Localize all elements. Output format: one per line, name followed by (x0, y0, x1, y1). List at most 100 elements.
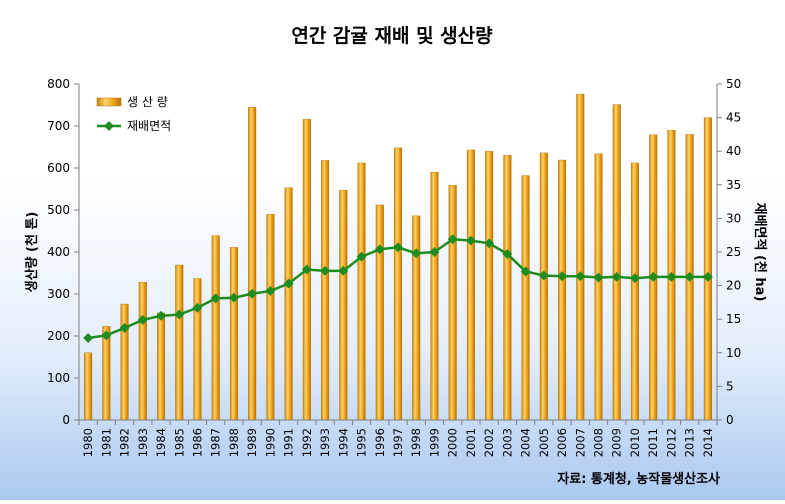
x-tick-label-2007: 2007 (573, 428, 587, 457)
y-left-tick-label: 600 (47, 161, 70, 175)
bar-1981 (102, 326, 111, 421)
bar-2001 (466, 149, 475, 421)
y-right-tick-label: 5 (726, 379, 734, 393)
legend-bar-swatch (96, 97, 122, 107)
bar-1983 (138, 282, 147, 421)
line-point-2011 (648, 271, 659, 282)
bar-1987 (211, 235, 220, 421)
x-tick-label-1999: 1999 (427, 428, 441, 457)
bar-2010 (630, 162, 639, 421)
bar-1991 (284, 187, 293, 421)
source-note: 자료: 통계청, 농작물생산조사 (557, 471, 720, 487)
x-tick-label-1985: 1985 (172, 428, 186, 457)
y-right-tick-label: 15 (726, 312, 741, 326)
line-point-2005 (538, 270, 549, 281)
bar-2009 (612, 104, 621, 421)
line-point-2014 (702, 271, 713, 282)
y-right-tick-label: 40 (726, 144, 741, 158)
x-tick-label-1987: 1987 (209, 428, 223, 457)
x-tick-label-2001: 2001 (464, 428, 478, 457)
x-tick-label-1990: 1990 (263, 428, 277, 457)
bar-2005 (539, 152, 548, 421)
chart-title: 연간 감귤 재배 및 생산량 (291, 25, 493, 47)
x-tick-label-1989: 1989 (245, 428, 259, 457)
x-tick-label-1983: 1983 (136, 428, 150, 457)
bar-1998 (412, 215, 421, 421)
bar-1984 (157, 312, 166, 421)
line-point-2001 (465, 235, 476, 246)
bar-1994 (339, 190, 348, 421)
x-tick-label-1980: 1980 (81, 428, 95, 457)
x-tick-label-1986: 1986 (190, 428, 204, 457)
x-tick-label-2003: 2003 (500, 428, 514, 457)
x-tick-label-2000: 2000 (446, 428, 460, 457)
legend-line-marker (104, 121, 114, 131)
y-left-tick-label: 800 (47, 77, 70, 91)
line-point-2008 (593, 272, 604, 283)
x-tick-label-2010: 2010 (628, 428, 642, 457)
bar-2008 (594, 153, 603, 421)
x-tick-label-1996: 1996 (373, 428, 387, 457)
y-left-tick-label: 400 (47, 245, 70, 259)
y-right-tick-label: 30 (726, 211, 741, 225)
line-point-1992 (301, 264, 312, 275)
y-right-tick-label: 20 (726, 279, 741, 293)
line-point-1994 (338, 265, 349, 276)
y-right-tick-label: 25 (726, 245, 741, 259)
line-point-1991 (283, 278, 294, 289)
legend-line-label: 재배면적 (127, 119, 171, 133)
bar-1996 (375, 204, 384, 421)
x-tick-label-2002: 2002 (482, 428, 496, 457)
bar-2014 (703, 117, 712, 421)
x-tick-label-2012: 2012 (664, 428, 678, 457)
x-tick-label-1994: 1994 (336, 428, 350, 457)
y-left-tick-label: 0 (62, 413, 70, 427)
x-tick-label-2008: 2008 (592, 428, 606, 457)
y-right-tick-label: 0 (726, 413, 734, 427)
x-tick-label-1982: 1982 (118, 428, 132, 457)
x-tick-label-1995: 1995 (355, 428, 369, 457)
line-point-2004 (520, 266, 531, 277)
y-left-tick-labels: 0 100 200 300 400 500 600 700 800 (47, 77, 70, 427)
x-tick-label-2009: 2009 (610, 428, 624, 457)
line-point-2002 (484, 238, 495, 249)
x-tick-label-2011: 2011 (646, 428, 660, 457)
x-tick-label-1988: 1988 (227, 428, 241, 457)
axes (74, 83, 722, 425)
bar-2002 (485, 150, 494, 421)
line-point-1995 (356, 251, 367, 262)
y-left-tick-label: 200 (47, 329, 70, 343)
bar-1995 (357, 162, 366, 421)
line-point-1996 (374, 244, 385, 255)
x-tick-label-2004: 2004 (519, 428, 533, 457)
y-axis-left-label: 생산량 (천 톤) (24, 212, 40, 293)
y-right-tick-labels: 0 5 10 15 20 25 30 35 40 45 50 (726, 77, 741, 427)
line-point-2012 (666, 271, 677, 282)
line-point-1999 (429, 247, 440, 257)
y-axis-right-label: 재배면적 (천 ha) (752, 203, 768, 302)
y-right-tick-label: 10 (726, 346, 741, 360)
line-point-2007 (575, 271, 586, 282)
y-right-tick-label: 50 (726, 77, 741, 91)
line-point-1989 (247, 288, 258, 299)
line-point-2000 (447, 234, 458, 245)
bar-1980 (84, 352, 93, 421)
bar-1985 (175, 264, 184, 421)
bar-2007 (576, 93, 585, 421)
x-tick-label-2014: 2014 (701, 428, 715, 457)
y-left-tick-label: 100 (47, 371, 70, 385)
line-point-1980 (83, 333, 94, 343)
y-right-tick-label: 35 (726, 178, 741, 192)
bar-1989 (248, 106, 257, 421)
line-point-1987 (210, 293, 221, 304)
y-left-tick-label: 700 (47, 119, 70, 133)
bar-1997 (393, 147, 403, 421)
bar-2000 (448, 185, 457, 421)
bar-1988 (229, 247, 238, 421)
bar-2004 (521, 175, 530, 421)
line-point-1990 (265, 286, 276, 296)
bar-2006 (558, 159, 567, 421)
bar-1986 (193, 278, 202, 421)
x-tick-label-1997: 1997 (391, 428, 405, 457)
